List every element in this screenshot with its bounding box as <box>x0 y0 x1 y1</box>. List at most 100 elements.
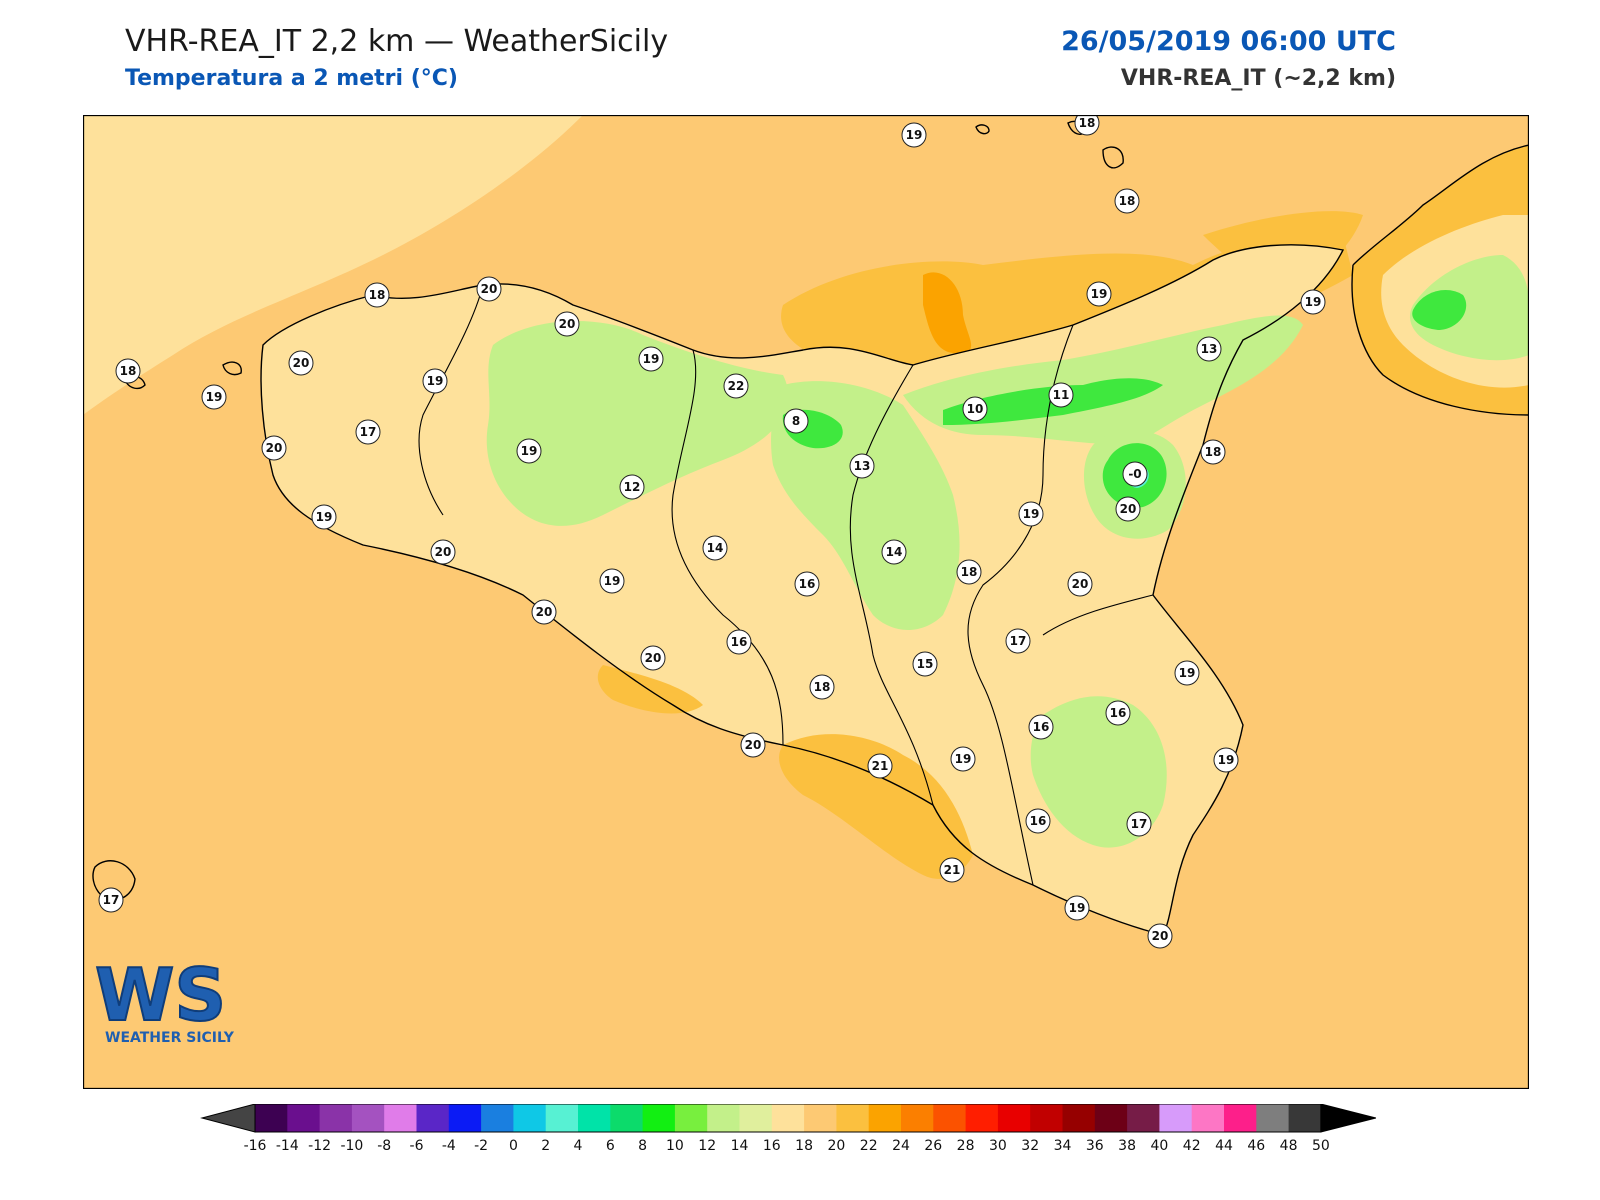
station-circle <box>364 282 390 308</box>
station-circle <box>881 539 907 565</box>
station-marker: 17 <box>98 887 124 913</box>
colorbar-tick-label: 38 <box>1118 1138 1136 1154</box>
forecast-datetime: 26/05/2019 06:00 UTC <box>1061 26 1396 57</box>
station-circle <box>201 384 227 410</box>
colorbar-tick-label: -14 <box>276 1138 299 1154</box>
station-value: 18 <box>1205 445 1222 459</box>
station-value: 20 <box>481 282 498 296</box>
station-value: 20 <box>1152 929 1169 943</box>
station-marker: 22 <box>723 373 749 399</box>
map-frame <box>83 115 1529 1089</box>
colorbar-tick-label: 44 <box>1215 1138 1233 1154</box>
station-value: 16 <box>1030 814 1047 828</box>
station-circle <box>962 396 988 422</box>
colorbar-tick-label: -6 <box>410 1138 424 1154</box>
station-marker: 19 <box>638 346 664 372</box>
colorbar-tick-label: -2 <box>474 1138 488 1154</box>
station-value: 20 <box>1072 577 1089 591</box>
colorbar-tick-label: 24 <box>892 1138 910 1154</box>
colorbar-outline <box>254 1104 1322 1133</box>
colorbar-tick-label: 34 <box>1054 1138 1072 1154</box>
station-circle <box>98 887 124 913</box>
station-circle <box>1018 501 1044 527</box>
colorbar-swatch <box>901 1104 934 1132</box>
station-value: -0 <box>1128 467 1141 481</box>
station-value: 20 <box>536 605 553 619</box>
station-circle <box>1048 382 1074 408</box>
station-marker: 19 <box>599 568 625 594</box>
colorbar-tick-label: 16 <box>763 1138 781 1154</box>
station-value: 18 <box>814 680 831 694</box>
station-circle <box>640 645 666 671</box>
colorbar-swatch <box>319 1104 353 1132</box>
station-marker: 19 <box>422 368 448 394</box>
station-circle <box>430 539 456 565</box>
station-marker: 20 <box>430 539 456 565</box>
station-circle <box>726 629 752 655</box>
colorbar-swatch <box>674 1104 708 1132</box>
station-value: 18 <box>369 288 386 302</box>
map-subtitle: Temperatura a 2 metri (°C) <box>125 66 458 91</box>
station-value: 20 <box>559 317 576 331</box>
station-value: 18 <box>1119 194 1136 208</box>
station-marker: 14 <box>702 535 728 561</box>
ustica-island <box>975 124 990 135</box>
station-circle <box>531 599 557 625</box>
station-circle <box>1028 714 1054 740</box>
station-circle <box>1074 115 1100 136</box>
colorbar-swatch <box>416 1104 450 1132</box>
colorbar-swatch <box>965 1104 999 1132</box>
colorbar-tick-label: 8 <box>638 1138 647 1154</box>
station-circle <box>1122 461 1148 487</box>
station-marker: 20 <box>476 276 502 302</box>
station-circle <box>1213 747 1239 773</box>
station-marker: 12 <box>619 474 645 500</box>
station-circle <box>115 358 141 384</box>
station-value: 10 <box>967 402 984 416</box>
station-marker: 18 <box>364 282 390 308</box>
station-marker: 19 <box>950 746 976 772</box>
colorbar-tick-label: 28 <box>957 1138 975 1154</box>
station-marker: -0 <box>1122 461 1148 487</box>
station-marker: 20 <box>640 645 666 671</box>
station-value: 19 <box>316 510 333 524</box>
station-circle <box>1174 660 1200 686</box>
station-value: 18 <box>120 364 137 378</box>
station-value: 12 <box>624 480 641 494</box>
station-marker: 17 <box>355 419 381 445</box>
station-value: 20 <box>645 651 662 665</box>
station-marker: 10 <box>962 396 988 422</box>
station-value: 22 <box>728 379 745 393</box>
colorbar-tick-label: 0 <box>509 1138 518 1154</box>
station-circle <box>516 438 542 464</box>
province-borders <box>418 284 1154 886</box>
colorbar-tick-label: 20 <box>827 1138 845 1154</box>
colorbar-left-extend <box>200 1104 256 1133</box>
station-marker: 17 <box>1126 811 1152 837</box>
station-circle <box>1105 700 1131 726</box>
logo-letters: WS <box>95 953 226 1037</box>
station-value: 16 <box>799 577 816 591</box>
colorbar-swatch <box>1288 1104 1322 1132</box>
station-value: 20 <box>745 738 762 752</box>
colorbar-tick-label: 14 <box>731 1138 749 1154</box>
station-value: 19 <box>906 128 923 142</box>
station-value: 19 <box>1023 507 1040 521</box>
green-interior-west <box>486 321 789 526</box>
station-value: 13 <box>1201 342 1218 356</box>
station-marker: 8 <box>783 408 809 434</box>
station-circle <box>1147 923 1173 949</box>
colorbar-swatch <box>287 1104 321 1132</box>
station-circle <box>809 674 835 700</box>
colorbar-swatch <box>771 1104 805 1132</box>
colorbar-swatch <box>513 1104 547 1132</box>
colorbar-tick-label: 26 <box>924 1138 942 1154</box>
station-circle <box>901 122 927 148</box>
temperature-colorbar: -16 -14 -12 -10 -8 -6 -4 -2 0 2 4 6 8 10 12 14 16 18 20 22 2… <box>200 1104 1377 1154</box>
station-marker: 15 <box>912 651 938 677</box>
station-value: 16 <box>1033 720 1050 734</box>
station-value: 8 <box>792 414 800 428</box>
colorbar-tick-label: -10 <box>340 1138 363 1154</box>
colorbar-swatch <box>707 1104 740 1132</box>
colorbar-tick-label: 42 <box>1183 1138 1201 1154</box>
